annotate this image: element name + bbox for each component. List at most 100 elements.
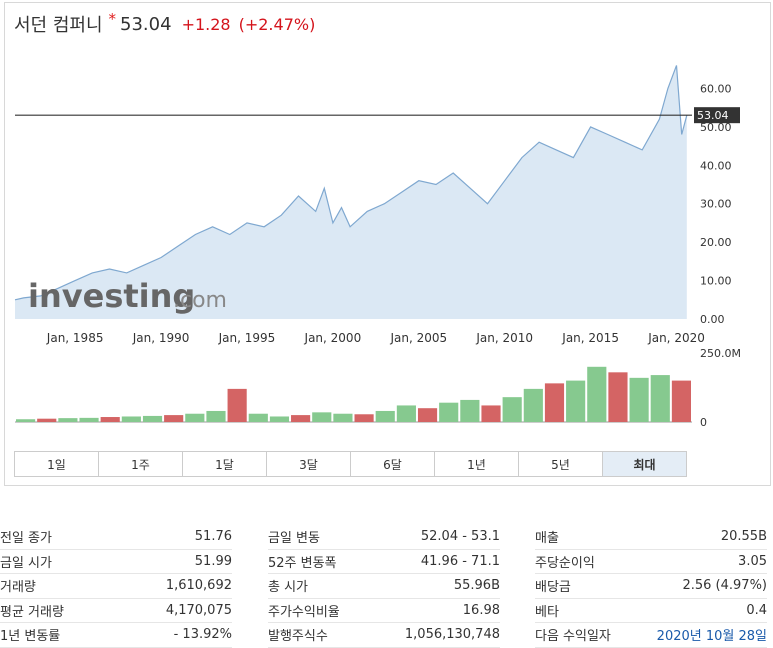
stats-column-1: 전일 종가 51.76 금일 시가 51.99 거래량 1,610,692 평균 거래량 4,…: [0, 525, 232, 648]
volume-bar: [417, 408, 438, 422]
stat-row: 52주 변동폭 41.96 - 71.1: [268, 550, 500, 574]
stat-value: 20.55B: [720, 529, 767, 545]
stat-label: 금일 시가: [0, 555, 52, 571]
volume-bar: [312, 412, 332, 422]
volume-bar: [354, 414, 374, 422]
stat-value: 1,056,130,748: [404, 627, 500, 643]
stat-label: 52주 변동폭: [268, 555, 337, 571]
y-tick-label: 30.00: [700, 198, 732, 211]
range-button-3[interactable]: 1달: [183, 452, 267, 476]
volume-bar: [608, 372, 628, 422]
stat-label: 주가수익비율: [268, 604, 340, 620]
stat-label: 다음 수익일자: [535, 629, 611, 645]
stat-value: 52.04 - 53.1: [420, 529, 500, 545]
stat-value: 51.99: [194, 553, 232, 569]
x-tick-label: Jan, 1995: [218, 331, 276, 345]
x-tick-label: Jan, 2020: [647, 331, 705, 345]
volume-bar: [248, 413, 268, 422]
volume-tick-label: 250.0M: [700, 347, 741, 360]
chart-axes: 0.00 10.00 20.00 30.00 40.00 50.00 60.00 Jan, 1…: [46, 82, 740, 345]
logo-brand: investing: [28, 277, 195, 315]
volume-bar: [481, 405, 501, 422]
range-button-4[interactable]: 3달: [267, 452, 351, 476]
plot-area: [14, 65, 692, 320]
price-series-line: [14, 65, 688, 301]
last-price: 53.04: [120, 13, 172, 35]
volume-bar: [439, 402, 459, 422]
x-tick-label: Jan, 2010: [475, 331, 533, 345]
logo-suffix: .com: [173, 288, 227, 313]
stat-value: 55.96B: [453, 578, 500, 594]
stats-column-2: 금일 변동 52.04 - 53.1 52주 변동폭 41.96 - 71.1 총 시가…: [268, 525, 500, 648]
x-tick-label: Jan, 1990: [132, 331, 190, 345]
range-button-5[interactable]: 6달: [351, 452, 435, 476]
stat-label: 전일 종가: [0, 531, 52, 547]
current-price-tag: [694, 107, 740, 124]
range-button-7[interactable]: 5년: [519, 452, 603, 476]
stat-label: 베타: [535, 604, 559, 620]
stat-row: 베타 0.4: [535, 599, 767, 623]
stat-value: 16.98: [462, 602, 500, 618]
volume-bar: [37, 418, 57, 422]
chart-frame: [4, 2, 771, 486]
stat-label: 거래량: [0, 580, 36, 596]
volume-bar: [396, 405, 416, 422]
range-button-8[interactable]: 최대: [603, 452, 686, 476]
stat-row: 거래량 1,610,692: [0, 574, 232, 599]
range-button-2[interactable]: 1주: [99, 452, 183, 476]
x-tick-label: Jan, 2000: [304, 331, 362, 345]
stat-label: 평균 거래량: [0, 604, 64, 620]
volume-bar: [227, 388, 247, 422]
quote-header: 서던 컴퍼니 * 53.04 +1.28 (+2.47%): [14, 10, 315, 38]
y-tick-label: 40.00: [700, 159, 732, 172]
y-tick-label: 20.00: [700, 236, 732, 249]
range-button-6[interactable]: 1년: [435, 452, 519, 476]
volume-bar: [291, 415, 311, 422]
y-tick-label: 60.00: [700, 82, 732, 95]
x-tick-label: Jan, 2005: [389, 331, 447, 345]
volume-bar: [79, 417, 99, 422]
stat-label: 1년 변동률: [0, 629, 61, 645]
stat-row: 1년 변동률 - 13.92%: [0, 623, 232, 648]
x-tick-label: Jan, 1985: [46, 331, 104, 345]
range-button-1[interactable]: 1일: [15, 452, 99, 476]
volume-tick-label: 0: [700, 416, 707, 429]
stat-row: 총 시가 55.96B: [268, 574, 500, 599]
volume-bar: [16, 419, 36, 422]
stat-value: 51.76: [194, 529, 232, 545]
x-tick-label: Jan, 2015: [561, 331, 619, 345]
volume-bar: [671, 380, 691, 422]
volume-bar: [333, 413, 353, 422]
stat-label: 금일 변동: [268, 531, 320, 547]
volume-bar: [121, 416, 141, 422]
range-selector: 1일 1주 1달 3달 6달 1년 5년 최대: [14, 451, 687, 477]
stats-column-3: 매출 20.55B 주당순이익 3.05 배당금 2.56 (4.97%) 베타 0.4 다음 …: [535, 525, 767, 648]
investing-logo: investing.com: [28, 277, 227, 315]
y-tick-label: 50.00: [700, 121, 732, 134]
stat-row: 발행주식수 1,056,130,748: [268, 623, 500, 648]
stat-label: 주당순이익: [535, 555, 595, 571]
stat-value: 1,610,692: [165, 578, 232, 594]
stat-value[interactable]: 2020년 10월 28일: [656, 629, 767, 645]
stat-row: 금일 시가 51.99: [0, 550, 232, 574]
stat-value: - 13.92%: [173, 627, 232, 643]
volume-chart: 250.0M 0: [15, 347, 741, 429]
price-area: [15, 65, 687, 320]
stat-value: 41.96 - 71.1: [420, 553, 500, 569]
volume-bar: [58, 418, 78, 422]
stat-row: 주가수익비율 16.98: [268, 599, 500, 623]
price-change: +1.28: [181, 14, 231, 34]
price-chart[interactable]: investing.com 0.00 10.00 20.00 30.00 40.00 50…: [0, 0, 773, 445]
price-change-percent: (+2.47%): [238, 14, 316, 34]
stat-label: 매출: [535, 531, 559, 547]
y-tick-label: 10.00: [700, 275, 732, 288]
volume-bar: [502, 397, 522, 422]
volume-bar: [544, 383, 565, 422]
volume-bar: [142, 415, 163, 422]
volume-bar: [566, 380, 586, 422]
stat-row: 다음 수익일자 2020년 10월 28일: [535, 623, 767, 648]
volume-bar: [375, 410, 395, 422]
volume-bar: [460, 399, 480, 422]
stat-label: 총 시가: [268, 580, 309, 596]
stat-row: 전일 종가 51.76: [0, 525, 232, 550]
